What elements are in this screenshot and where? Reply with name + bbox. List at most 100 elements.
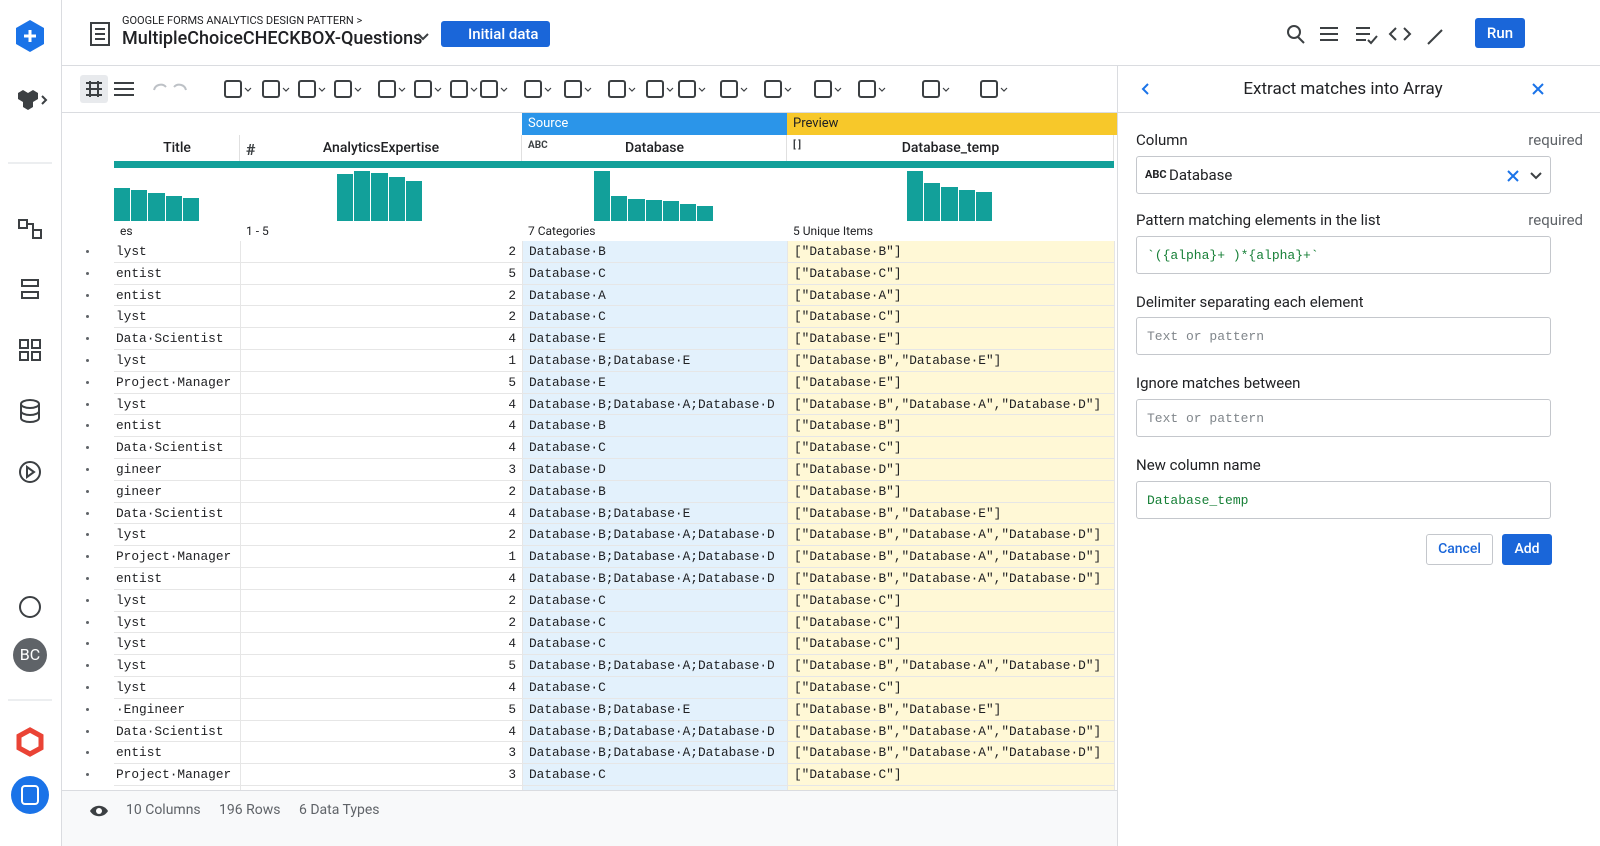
cell: lyst [116, 309, 147, 325]
row-dot [86, 751, 89, 755]
row-dot [86, 773, 89, 777]
initial-data-button[interactable]: Initial data [441, 21, 550, 47]
cell: Project·Manager [116, 374, 232, 390]
cell: 3 [508, 745, 516, 761]
row-dot [86, 489, 89, 493]
required-text: required [1528, 211, 1583, 229]
cell: 1 [508, 549, 516, 565]
cell: Project·Manager [116, 767, 232, 783]
avatar[interactable]: BC [19, 645, 41, 664]
cell: 4 [508, 418, 516, 434]
cell: lyst [116, 658, 147, 674]
back-button[interactable] [1138, 81, 1152, 97]
close-button[interactable] [1530, 81, 1546, 97]
histogram-bar [611, 196, 628, 221]
row-dot [86, 620, 89, 624]
row-line [114, 545, 1114, 547]
cell: Database·B;Database·A;Database·D [529, 396, 775, 412]
cell: 5 [508, 701, 516, 717]
sidebar: BC [0, 0, 62, 846]
delimiter-input[interactable]: Text or pattern [1136, 317, 1551, 355]
row-dot [86, 468, 89, 471]
type-icon: ABC [528, 140, 548, 151]
cell: entist [116, 745, 163, 761]
cell: lyst [116, 592, 147, 608]
histogram-bar [148, 193, 165, 221]
column-divider [787, 241, 788, 790]
row-line [114, 676, 1114, 677]
cell: 3 [508, 462, 516, 477]
cell: ["Database·C"] [794, 440, 902, 456]
cell: ["Database·A"] [794, 287, 902, 303]
cell: ["Database·B","Database·E"] [794, 353, 1002, 368]
ignore-input[interactable]: Text or pattern [1136, 399, 1551, 437]
cell: ["Database·C"] [794, 767, 902, 783]
column-divider [1114, 241, 1115, 790]
cell: 4 [508, 680, 516, 695]
cell: ["Database·B","Database·A","Database·D"] [794, 549, 1102, 565]
column-name: Title [163, 140, 191, 156]
column-header [522, 135, 787, 161]
histogram-bar [958, 190, 975, 221]
cell: 4 [508, 636, 516, 652]
chevron [417, 33, 429, 41]
histogram-bar [405, 181, 422, 221]
cell: Database·C [529, 592, 606, 608]
column-summary: 1 - 5 [246, 224, 269, 238]
cell: 2 [508, 287, 516, 303]
cell: 2 [508, 309, 516, 325]
cell: ["Database·B"] [794, 244, 902, 259]
cell: ["Database·B","Database·A","Database·D"] [794, 723, 1102, 739]
new-column-input[interactable]: Database_temp [1136, 481, 1551, 519]
row-line [114, 479, 1114, 481]
footer: 10 Columns 196 Rows 6 Data Types [62, 790, 1117, 846]
eye-icon[interactable] [88, 803, 110, 819]
cell: 5 [508, 374, 516, 390]
cancel-button[interactable]: Cancel [1426, 534, 1493, 565]
add-button[interactable]: Add [1502, 534, 1552, 565]
column-header [787, 135, 1114, 161]
column-divider [240, 241, 241, 790]
toolbar [62, 66, 1117, 113]
field-label: Delimiter separating each element [1136, 293, 1364, 311]
pattern-input[interactable]: `({alpha}+ )*{alpha}+` [1136, 236, 1551, 274]
breadcrumb[interactable]: GOOGLE FORMS ANALYTICS DESIGN PATTERN > [122, 14, 363, 27]
column-select[interactable]: ABC Database [1136, 156, 1551, 194]
cell: ["Database·D"] [794, 462, 902, 477]
side-panel: Extract matches into Array Column requir… [1117, 66, 1600, 846]
row-line [114, 392, 1114, 394]
row-dot [86, 250, 89, 253]
field-label: Ignore matches between [1136, 374, 1301, 392]
cell: ["Database·B","Database·E"] [794, 505, 1002, 521]
row-line [114, 283, 1114, 285]
cell: 4 [508, 440, 516, 456]
flow-title[interactable]: MultipleChoiceCHECKBOX-Questions [122, 28, 423, 49]
histogram-bar [337, 174, 354, 221]
required-text: required [1528, 131, 1583, 149]
row-line [114, 741, 1114, 743]
cell: Database·E [529, 374, 606, 390]
cell: ["Database·B","Database·A","Database·D"] [794, 745, 1102, 761]
type-icon: ABC [1145, 168, 1167, 181]
placeholder: Text or pattern [1147, 329, 1265, 344]
row-dot [86, 446, 89, 450]
cell: ·Engineer [116, 701, 186, 717]
doc-icon [90, 22, 110, 46]
row-line [114, 785, 1114, 786]
row-line [114, 654, 1114, 656]
row-line [114, 349, 1114, 350]
cell: lyst [116, 396, 147, 412]
histogram-bar [388, 177, 405, 221]
field-label: New column name [1136, 456, 1261, 474]
run-button[interactable]: Run [1475, 18, 1525, 48]
column-summary: es [120, 224, 133, 238]
cell: ["Database·B"] [794, 483, 902, 499]
histogram-bar [941, 187, 958, 221]
row-count: 196 Rows [219, 802, 281, 818]
cell: entist [116, 287, 163, 303]
cell: lyst [116, 527, 147, 543]
row-dot [86, 511, 89, 515]
row-line [114, 370, 1114, 372]
toolbar-icons [80, 75, 1008, 103]
cell: 4 [508, 396, 516, 412]
